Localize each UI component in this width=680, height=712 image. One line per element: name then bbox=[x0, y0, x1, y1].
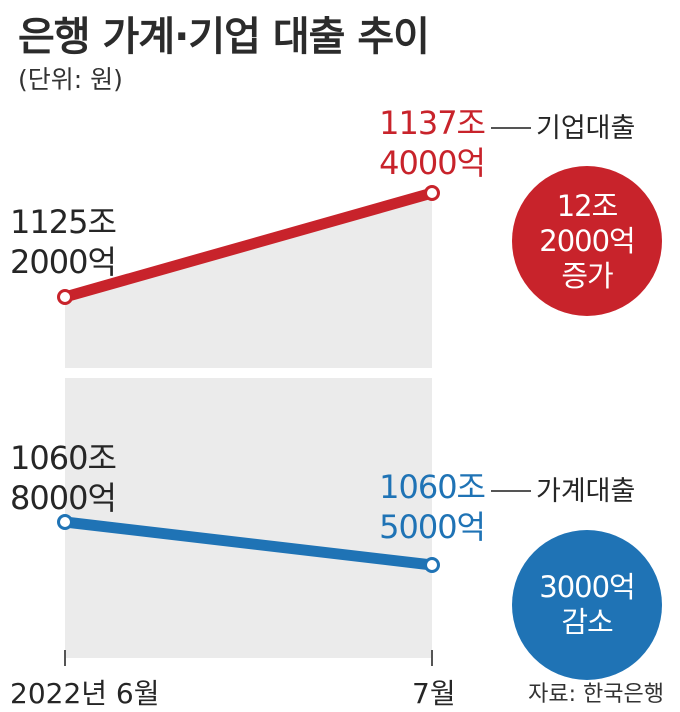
household-start-label-line2: 8000억 bbox=[10, 479, 117, 517]
corporate-start-label-line1: 1125조 bbox=[10, 203, 117, 241]
household-point-0 bbox=[57, 514, 73, 530]
household-series-line bbox=[59, 516, 438, 571]
corporate-change-line1: 12조 bbox=[556, 188, 619, 223]
household-start-label-line1: 1060조 bbox=[10, 439, 117, 477]
corporate-panel-background bbox=[65, 193, 432, 368]
x-tick-label-jun: 2022년 6월 bbox=[10, 677, 160, 710]
household-point-1 bbox=[424, 557, 440, 573]
household-change-badge: 3000억 감소 bbox=[512, 530, 662, 680]
corporate-start-label-line2: 2000억 bbox=[10, 243, 117, 281]
corporate-series-name: 기업대출 bbox=[536, 113, 636, 144]
corporate-leader-line bbox=[491, 127, 531, 129]
corporate-change-line3: 증가 bbox=[561, 258, 613, 293]
corporate-end-label: 1137조 4000억 bbox=[350, 103, 486, 183]
corporate-series-line bbox=[59, 187, 438, 303]
household-series-name: 가계대출 bbox=[536, 476, 636, 507]
household-end-label-line1: 1060조 bbox=[379, 468, 486, 506]
corporate-change-badge: 12조 2000억 증가 bbox=[512, 166, 662, 316]
household-leader-line bbox=[491, 490, 531, 492]
household-change-line2: 감소 bbox=[561, 605, 613, 639]
household-start-label: 1060조 8000억 bbox=[10, 438, 117, 518]
corporate-point-0 bbox=[57, 289, 73, 305]
unit-label: (단위: 원) bbox=[18, 65, 123, 94]
corporate-start-label: 1125조 2000억 bbox=[10, 202, 117, 282]
household-end-label: 1060조 5000억 bbox=[350, 467, 486, 547]
source-label: 자료: 한국은행 bbox=[528, 682, 664, 707]
household-panel-background bbox=[65, 378, 432, 658]
corporate-end-label-line1: 1137조 bbox=[379, 104, 486, 142]
corporate-point-1 bbox=[424, 185, 440, 201]
corporate-end-label-line2: 4000억 bbox=[379, 144, 486, 182]
household-end-label-line2: 5000억 bbox=[379, 508, 486, 546]
household-change-line1: 3000억 bbox=[539, 570, 635, 604]
corporate-change-line2: 2000억 bbox=[539, 223, 635, 258]
x-tick-label-jul: 7월 bbox=[412, 677, 456, 710]
chart-title: 은행 가계·기업 대출 추이 bbox=[18, 14, 430, 60]
